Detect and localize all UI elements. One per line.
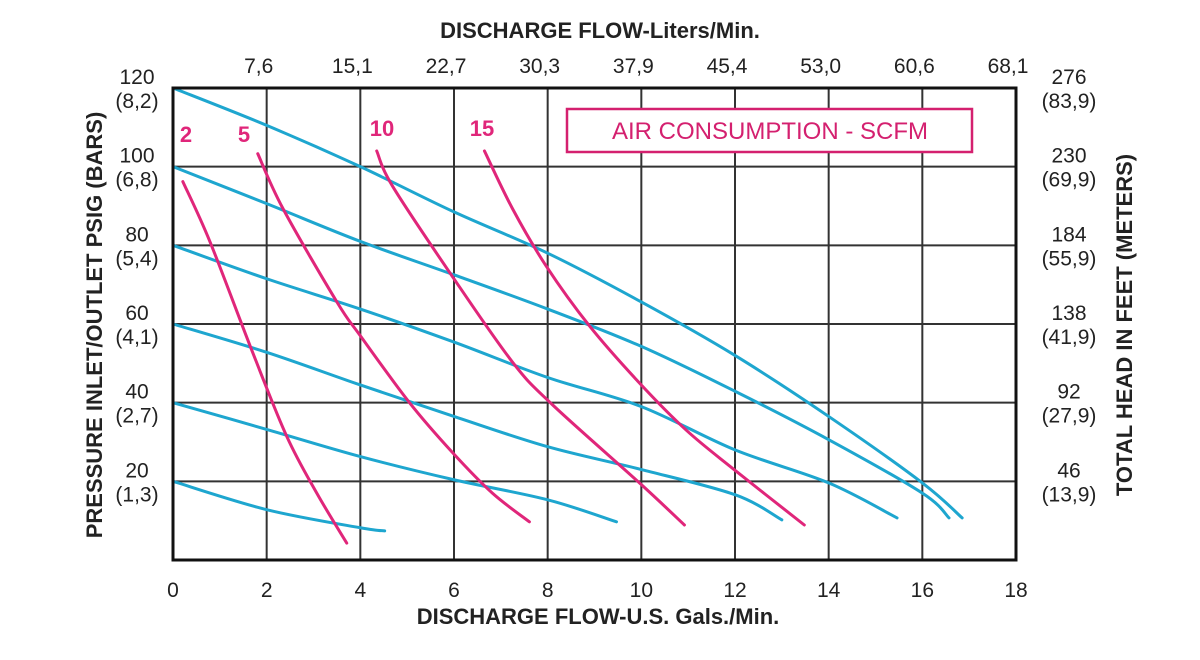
pressure-curve-80 <box>171 243 899 520</box>
x2-tick-label: 53,0 <box>800 55 841 78</box>
y-tick-bar: (6,8) <box>115 169 158 192</box>
y-tick-bar: (2,7) <box>115 405 158 428</box>
y2-tick-feet: 46 <box>1057 459 1080 482</box>
air-curve-label: 15 <box>470 116 494 141</box>
air-curve-label: 5 <box>238 122 250 147</box>
x2-tick-label: 22,7 <box>426 55 467 78</box>
y2-tick-feet: 138 <box>1051 302 1086 325</box>
pressure-curves <box>171 86 964 533</box>
air-curve-10 <box>375 149 686 527</box>
grid <box>173 87 1016 560</box>
y2-tick-feet: 184 <box>1051 223 1086 246</box>
x-tick-labels: 0 2 4 6 8 10 12 14 16 18 <box>167 579 1028 602</box>
air-curve-label: 10 <box>370 116 394 141</box>
y-tick-labels: 120(8,2) 100(6,8) 80(5,4) 60(4,1) 40(2,7) 20(… <box>115 66 158 506</box>
plot-border <box>171 86 1018 562</box>
air-consumption-curves: 2 5 10 15 <box>180 116 806 545</box>
x-tick-label: 18 <box>1004 579 1027 602</box>
y-tick-psi: 40 <box>125 381 148 404</box>
x-tick-label: 12 <box>723 579 746 602</box>
x2-tick-label: 7,6 <box>244 55 273 78</box>
air-curve-2 <box>181 180 349 545</box>
y2-tick-meters: (41,9) <box>1042 326 1097 349</box>
x2-tick-labels: 7,6 15,1 22,7 30,3 37,9 45,4 53,0 60,6 68,1 <box>244 55 1028 78</box>
y2-tick-feet: 92 <box>1057 381 1080 404</box>
air-legend-box <box>565 107 974 154</box>
y-tick-bar: (4,1) <box>115 326 158 349</box>
x2-axis-title: DISCHARGE FLOW-Liters/Min. <box>440 18 760 43</box>
x-tick-label: 2 <box>261 579 273 602</box>
x2-tick-label: 15,1 <box>332 55 373 78</box>
pressure-curve-120 <box>171 86 964 520</box>
x2-tick-label: 60,6 <box>894 55 935 78</box>
y2-axis-title: TOTAL HEAD IN FEET (METERS) <box>1112 154 1137 496</box>
pressure-curve-60 <box>171 322 784 522</box>
x-tick-label: 10 <box>630 579 653 602</box>
air-curve-5 <box>256 152 531 524</box>
y2-tick-meters: (69,9) <box>1042 169 1097 192</box>
x2-tick-label: 68,1 <box>988 55 1029 78</box>
x2-tick-label: 30,3 <box>519 55 560 78</box>
y-tick-bar: (1,3) <box>115 483 158 506</box>
y-tick-psi: 80 <box>125 223 148 246</box>
y-tick-psi: 60 <box>125 302 148 325</box>
x-tick-label: 0 <box>167 579 179 602</box>
y2-tick-feet: 276 <box>1051 66 1086 89</box>
air-legend-text: AIR CONSUMPTION - SCFM <box>612 118 928 145</box>
y-tick-psi: 20 <box>125 459 148 482</box>
y2-tick-labels: 276(83,9) 230(69,9) 184(55,9) 138(41,9) 92(2… <box>1042 66 1097 506</box>
y-axis-title: PRESSURE INLET/OUTLET PSIG (BARS) <box>82 112 107 539</box>
y2-tick-meters: (27,9) <box>1042 405 1097 428</box>
y-tick-psi: 120 <box>119 66 154 89</box>
y-tick-bar: (5,4) <box>115 247 158 270</box>
y2-tick-meters: (83,9) <box>1042 90 1097 113</box>
y2-tick-feet: 230 <box>1051 145 1086 168</box>
x-tick-label: 14 <box>817 579 841 602</box>
pressure-curve-40 <box>171 401 619 524</box>
y-tick-psi: 100 <box>119 145 154 168</box>
x-tick-label: 4 <box>354 579 366 602</box>
x2-tick-label: 45,4 <box>707 55 748 78</box>
x-axis-title: DISCHARGE FLOW-U.S. Gals./Min. <box>417 604 780 629</box>
pressure-curve-20 <box>171 479 387 533</box>
x-tick-label: 6 <box>448 579 460 602</box>
y-tick-bar: (8,2) <box>115 90 158 113</box>
y2-tick-meters: (13,9) <box>1042 483 1097 506</box>
x-tick-label: 16 <box>911 579 934 602</box>
y2-tick-meters: (55,9) <box>1042 247 1097 270</box>
x-tick-label: 8 <box>542 579 554 602</box>
air-curve-label: 2 <box>180 122 192 147</box>
x2-tick-label: 37,9 <box>613 55 654 78</box>
air-curve-15 <box>482 149 806 527</box>
